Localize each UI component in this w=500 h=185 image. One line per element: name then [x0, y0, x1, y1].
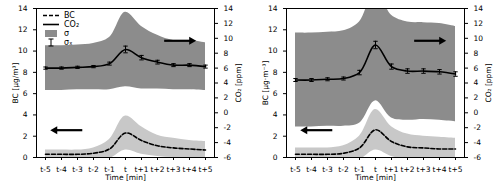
- svg-text:CO₂ [ppm]: CO₂ [ppm]: [484, 63, 493, 102]
- svg-text:CO₂ [ppm]: CO₂ [ppm]: [234, 63, 243, 102]
- html-text:BC: BC: [64, 11, 75, 20]
- svg-text:4: 4: [273, 110, 278, 119]
- svg-text:BC [µg·m⁻³]: BC [µg·m⁻³]: [261, 61, 270, 106]
- svg-text:t-5: t-5: [290, 165, 301, 174]
- svg-text:t+5: t+5: [199, 165, 213, 174]
- svg-text:0: 0: [224, 108, 229, 117]
- svg-text:0: 0: [273, 153, 278, 162]
- svg-text:14: 14: [474, 4, 484, 13]
- svg-text:2: 2: [273, 132, 278, 141]
- svg-text:t-1: t-1: [354, 164, 365, 174]
- svg-text:t+4: t+4: [183, 165, 197, 174]
- svg-text:8: 8: [23, 68, 28, 77]
- svg-text:t-1: t-1: [104, 164, 115, 174]
- svg-text:t-2: t-2: [88, 165, 99, 174]
- svg-text:-4: -4: [474, 138, 482, 147]
- svg-text:t+2: t+2: [151, 165, 165, 174]
- svg-text:t-4: t-4: [56, 165, 67, 174]
- svg-text:14: 14: [268, 4, 278, 13]
- svg-text:10: 10: [224, 34, 234, 43]
- svg-text:-6: -6: [474, 153, 482, 162]
- html-text:CO₂: CO₂: [64, 20, 80, 29]
- svg-text:BC [µg/m³]: BC [µg/m³]: [11, 62, 20, 103]
- svg-text:4: 4: [224, 78, 229, 87]
- svg-text:t+3: t+3: [167, 165, 181, 174]
- svg-text:2: 2: [474, 93, 479, 102]
- html-text:σₓ: σₓ: [64, 38, 73, 47]
- svg-text:8: 8: [224, 49, 229, 58]
- svg-text:6: 6: [273, 89, 278, 98]
- svg-text:6: 6: [23, 89, 28, 98]
- svg-text:-2: -2: [224, 123, 232, 132]
- svg-text:t-3: t-3: [322, 165, 333, 174]
- svg-text:Time [min]: Time [min]: [104, 173, 146, 182]
- svg-text:0: 0: [474, 108, 479, 117]
- svg-text:t-2: t-2: [338, 165, 349, 174]
- svg-text:t+4: t+4: [433, 165, 447, 174]
- svg-text:8: 8: [474, 49, 479, 58]
- svg-text:14: 14: [224, 4, 234, 13]
- svg-text:2: 2: [23, 132, 28, 141]
- svg-text:0: 0: [23, 153, 28, 162]
- svg-text:10: 10: [18, 46, 28, 55]
- svg-text:t+1: t+1: [384, 164, 399, 174]
- svg-text:Time [min]: Time [min]: [354, 173, 396, 182]
- svg-text:12: 12: [18, 25, 28, 34]
- svg-text:t+5: t+5: [449, 165, 463, 174]
- svg-text:12: 12: [474, 19, 484, 28]
- svg-text:t+2: t+2: [401, 165, 415, 174]
- svg-text:6: 6: [224, 64, 229, 73]
- svg-text:t-5: t-5: [40, 165, 51, 174]
- html-text:σ: σ: [64, 29, 70, 38]
- svg-text:4: 4: [23, 110, 28, 119]
- svg-text:12: 12: [224, 19, 234, 28]
- svg-text:8: 8: [273, 68, 278, 77]
- svg-text:10: 10: [474, 34, 484, 43]
- svg-text:-2: -2: [474, 123, 482, 132]
- svg-text:t-4: t-4: [306, 165, 317, 174]
- svg-text:14: 14: [18, 4, 28, 13]
- svg-text:2: 2: [224, 93, 229, 102]
- svg-text:t: t: [374, 164, 377, 174]
- svg-text:6: 6: [474, 64, 479, 73]
- svg-text:-6: -6: [224, 153, 232, 162]
- svg-text:10: 10: [268, 46, 278, 55]
- svg-text:4: 4: [474, 78, 479, 87]
- svg-text:t-3: t-3: [72, 165, 83, 174]
- svg-text:t+3: t+3: [417, 165, 431, 174]
- svg-text:t+1: t+1: [134, 164, 149, 174]
- svg-text:t: t: [124, 164, 127, 174]
- svg-text:-4: -4: [224, 138, 232, 147]
- svg-text:12: 12: [268, 25, 278, 34]
